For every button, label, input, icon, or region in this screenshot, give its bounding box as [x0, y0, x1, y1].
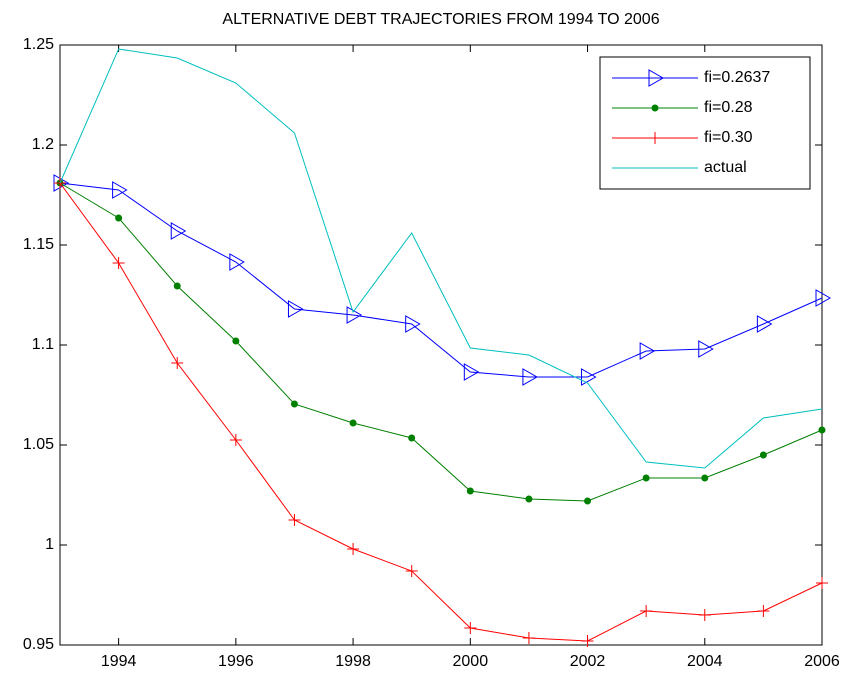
marker — [112, 181, 128, 199]
marker — [405, 315, 421, 333]
marker — [115, 214, 123, 222]
marker — [347, 543, 360, 555]
marker — [408, 434, 416, 442]
y-tick-label: 0.95 — [23, 636, 54, 653]
marker — [584, 497, 592, 505]
marker — [642, 474, 650, 482]
marker — [349, 419, 357, 427]
legend-label: actual — [704, 159, 747, 176]
chart-title: ALTERNATIVE DEBT TRAJECTORIES FROM 1994 … — [222, 11, 659, 28]
marker — [290, 400, 298, 408]
marker — [170, 222, 187, 240]
marker — [581, 635, 594, 647]
marker — [815, 289, 832, 307]
x-tick-label: 2000 — [453, 653, 489, 670]
marker — [287, 300, 304, 318]
legend-box — [599, 56, 811, 190]
marker — [816, 577, 828, 589]
marker — [756, 315, 773, 333]
marker — [649, 132, 661, 144]
x-tick-label: 1998 — [335, 653, 371, 670]
x-tick-label: 1996 — [218, 653, 254, 670]
marker — [466, 487, 474, 495]
y-tick-label: 1.15 — [23, 236, 54, 253]
marker — [171, 357, 184, 369]
series-line — [59, 182, 823, 378]
marker — [522, 632, 535, 644]
series-line — [59, 182, 823, 642]
marker — [698, 340, 714, 358]
legend-label: fi=0.2637 — [704, 69, 770, 86]
marker — [581, 368, 597, 386]
marker — [759, 451, 767, 459]
marker — [698, 609, 711, 621]
marker — [229, 434, 242, 446]
marker — [464, 622, 477, 634]
series-line — [59, 48, 823, 469]
x-tick-label: 2002 — [570, 653, 606, 670]
marker — [463, 363, 480, 381]
marker — [405, 565, 418, 577]
marker — [648, 69, 665, 87]
y-tick-label: 1 — [45, 536, 54, 553]
marker — [818, 426, 826, 434]
legend-label: fi=0.30 — [704, 129, 753, 146]
y-tick-label: 1.25 — [23, 36, 54, 53]
marker — [640, 605, 653, 617]
marker — [112, 257, 125, 269]
marker — [288, 514, 301, 526]
legend-label: fi=0.28 — [704, 99, 753, 116]
x-tick-label: 1994 — [101, 653, 137, 670]
y-tick-label: 1.1 — [32, 336, 54, 353]
marker — [701, 474, 709, 482]
marker — [232, 337, 240, 345]
marker — [522, 368, 538, 386]
marker — [757, 605, 770, 617]
y-tick-label: 1.2 — [32, 136, 54, 153]
marker — [639, 342, 656, 360]
series-line — [59, 182, 823, 502]
y-tick-label: 1.05 — [23, 436, 54, 453]
x-tick-label: 2004 — [687, 653, 723, 670]
marker — [651, 104, 659, 112]
marker — [173, 282, 181, 290]
x-tick-label: 2006 — [804, 653, 840, 670]
marker — [525, 495, 533, 503]
marker — [229, 253, 245, 271]
